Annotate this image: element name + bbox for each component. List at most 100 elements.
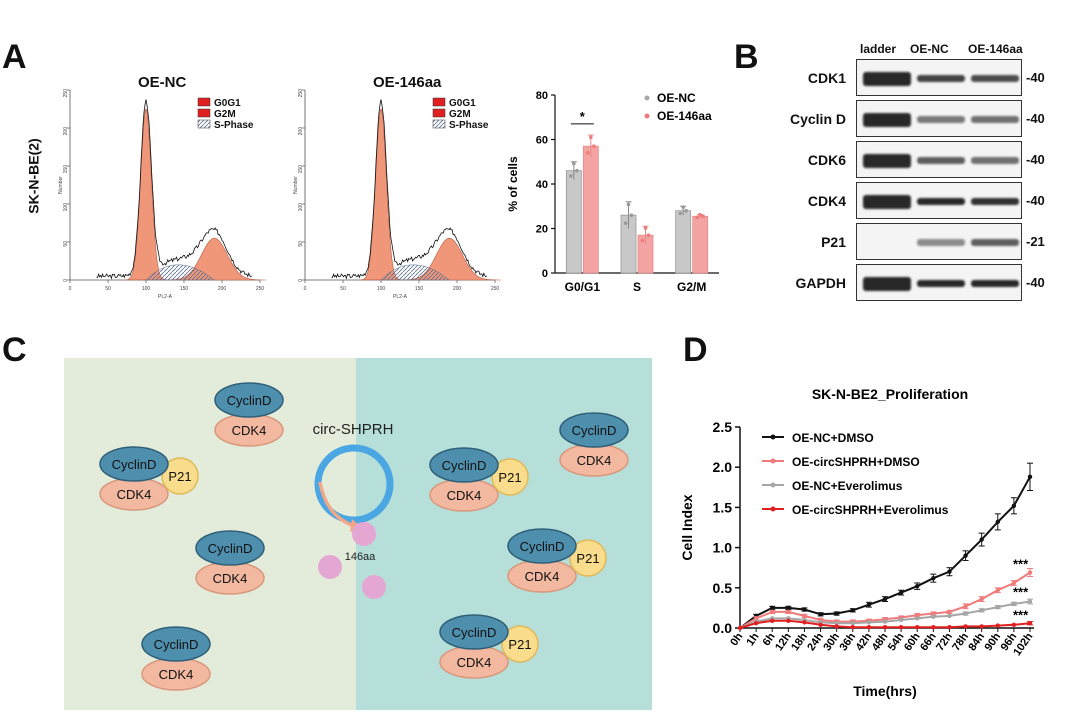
line-y-tick-label: 2.0 <box>713 459 733 475</box>
blot-protein-label: CDK4 <box>807 193 846 209</box>
blot-band <box>971 198 1019 205</box>
significance-label: *** <box>1013 556 1029 571</box>
blot-protein-label: CDK6 <box>807 152 846 168</box>
line-x-tick-label: 60h <box>902 631 923 654</box>
data-point <box>572 161 576 166</box>
hist-legend-swatch <box>197 119 211 129</box>
data-point <box>678 211 682 216</box>
peptide-label: 146aa <box>345 551 376 563</box>
data-point <box>995 623 1000 628</box>
line-x-tick-label: 24h <box>805 631 826 654</box>
data-point <box>802 620 807 625</box>
data-point <box>995 519 1000 525</box>
data-point <box>786 618 791 623</box>
blot-lane-box <box>856 264 1022 301</box>
data-point <box>931 611 936 616</box>
hist-x-tick-label: 0 <box>304 286 307 292</box>
bar-y-tick-label: 40 <box>536 179 548 191</box>
data-point <box>866 624 872 630</box>
data-point <box>898 590 904 595</box>
cyclind-protein <box>559 412 629 448</box>
p21-label: P21 <box>498 470 521 485</box>
hist-legend-label: S-Phase <box>449 120 489 131</box>
data-point <box>963 604 968 609</box>
hist-legend-label: S-Phase <box>214 120 254 131</box>
data-point <box>931 624 936 630</box>
hist-y-tick-label: 150 <box>298 165 304 174</box>
blot-band <box>863 153 911 168</box>
data-point <box>979 608 984 613</box>
data-point <box>947 613 952 619</box>
line-y-tick-label: 2.5 <box>713 419 733 435</box>
histogram-1: 0 50 100 150 200 250 0 50 100 150 200 250 PL2-A Numbe… <box>58 89 267 300</box>
bar-y-tick-label: 20 <box>536 224 548 236</box>
data-point <box>915 583 920 589</box>
blot-size-marker: -21 <box>1026 234 1045 249</box>
hist-y-tick-label: 150 <box>63 165 69 174</box>
hist-y-tick-label: 0 <box>63 279 69 282</box>
blot-lane-box <box>856 223 1022 260</box>
data-point <box>701 214 705 219</box>
blot-band <box>971 280 1019 287</box>
p21-label: P21 <box>508 637 531 652</box>
line-x-tick-label: 66h <box>918 631 939 654</box>
peptide-dot <box>362 575 386 599</box>
blot-band <box>917 75 965 82</box>
blot-size-marker: -40 <box>1026 275 1045 290</box>
panel-label-b: B <box>734 38 759 76</box>
hist-x-label: PL2-A <box>158 294 173 300</box>
line-y-tick-label: 1.0 <box>713 540 733 556</box>
data-point <box>786 609 791 615</box>
data-point <box>640 238 645 243</box>
data-point <box>834 624 839 629</box>
hist-y-label: Number <box>293 176 299 194</box>
hist-x-tick-label: 150 <box>415 286 424 292</box>
cyclind-label: CyclinD <box>452 625 497 640</box>
data-point <box>643 226 648 230</box>
hist-x-tick-label: 200 <box>218 286 227 292</box>
line-x-tick-label: 1h <box>744 631 761 649</box>
data-point <box>770 618 775 623</box>
data-point <box>979 537 984 542</box>
cyclind-protein <box>429 447 499 483</box>
peptide-dot <box>318 555 342 579</box>
data-point <box>737 625 743 631</box>
hist-x-tick-label: 50 <box>340 286 346 292</box>
blot-protein-label: Cyclin D <box>789 111 846 127</box>
blot-band <box>917 116 965 123</box>
data-point <box>947 624 952 630</box>
data-point <box>931 614 936 619</box>
bar-legend-label: OE-NC <box>657 91 696 105</box>
cell-cycle-bar-chart: 0 20 40 60 80 % of cells G0/G1 * S G2/M OE-NC OE-14… <box>506 90 719 294</box>
significance-label: *** <box>1013 608 1029 623</box>
data-point <box>770 609 775 615</box>
cdk4-label: CDK4 <box>525 569 560 584</box>
data-point <box>963 611 968 616</box>
line-x-axis-label: Time(hrs) <box>853 683 917 699</box>
hist-x-tick-label: 50 <box>105 286 111 292</box>
line-y-tick-label: 0.0 <box>713 620 733 636</box>
data-point <box>802 613 807 619</box>
histogram-outline <box>96 99 252 280</box>
cdk4-label: CDK4 <box>232 423 267 438</box>
cdk4-label: CDK4 <box>447 488 482 503</box>
data-point <box>569 174 573 178</box>
hist-x-tick-label: 250 <box>256 286 265 292</box>
data-point <box>623 221 628 225</box>
western-blot: ladder OE-NC OE-146aa CDK1 -40 Cyclin D -40 CDK… <box>780 42 1070 312</box>
p21-protein <box>569 539 607 577</box>
line-legend-label: OE-circSHPRH+Everolimus <box>792 503 949 517</box>
line-x-tick-label: 84h <box>966 631 987 654</box>
significance-label: * <box>580 109 586 124</box>
data-point <box>915 612 920 618</box>
line-chart-title: SK-N-BE2_Proliferation <box>812 386 968 402</box>
data-point <box>786 605 791 611</box>
blot-protein-label: P21 <box>821 234 846 250</box>
cdk4-label: CDK4 <box>457 655 492 670</box>
blot-column-header: OE-NC <box>910 42 949 56</box>
hist-legend-label: G2M <box>449 109 471 120</box>
data-point <box>866 620 872 625</box>
blot-size-marker: -40 <box>1026 152 1045 167</box>
data-point <box>882 596 888 602</box>
bar-y-tick-label: 0 <box>542 268 548 280</box>
